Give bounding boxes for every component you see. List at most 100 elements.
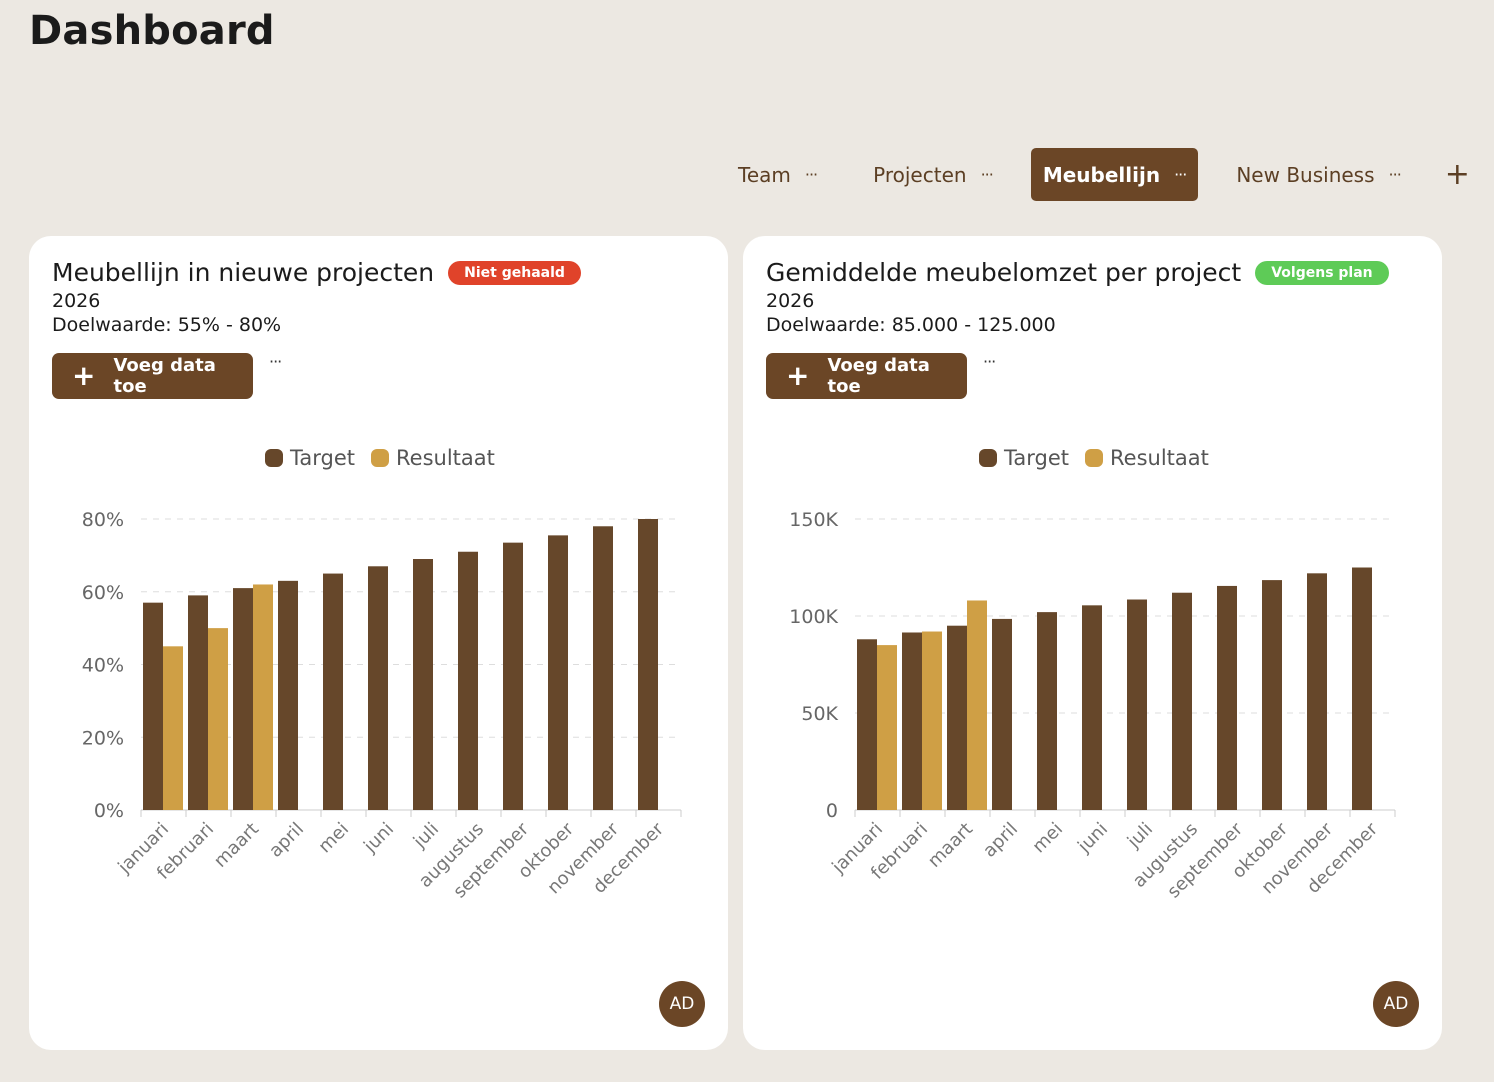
bar-resultaat[interactable] [208, 628, 228, 810]
bar-target[interactable] [1127, 599, 1147, 810]
bar-target[interactable] [857, 639, 877, 810]
bar-target[interactable] [1217, 585, 1237, 810]
tab-label: Meubellijn [1042, 162, 1161, 187]
bar-target[interactable] [1172, 592, 1192, 810]
bar-resultaat[interactable] [922, 631, 942, 810]
bar-target[interactable] [1307, 573, 1327, 810]
bar-target[interactable] [1262, 580, 1282, 810]
bar-target[interactable] [548, 535, 568, 810]
add-data-label: Voeg data toe [827, 355, 930, 397]
bar-target[interactable] [992, 618, 1012, 810]
x-tick-label: mei [1028, 819, 1067, 858]
x-tick-label: maart [924, 819, 977, 872]
more-icon[interactable]: ··· [983, 352, 996, 371]
status-badge: Niet gehaald [448, 260, 581, 285]
tab-projecten[interactable]: Projecten ··· [855, 148, 1011, 201]
bar-resultaat[interactable] [163, 646, 183, 810]
tab-new-business[interactable]: New Business ··· [1218, 148, 1418, 201]
more-icon[interactable]: ··· [804, 165, 818, 184]
legend-swatch [979, 449, 997, 467]
bar-target[interactable] [947, 625, 967, 810]
y-tick-label: 150K [789, 509, 838, 531]
y-tick-label: 50K [801, 703, 838, 725]
tab-meubellijn[interactable]: Meubellijn ··· [1030, 148, 1199, 201]
bar-resultaat[interactable] [253, 584, 273, 810]
bar-target[interactable] [902, 632, 922, 810]
bar-resultaat[interactable] [877, 645, 897, 810]
add-data-label: Voeg data toe [113, 355, 216, 397]
tab-label: New Business [1236, 162, 1375, 187]
more-icon[interactable]: ··· [1388, 165, 1402, 184]
more-icon[interactable]: ··· [1174, 165, 1187, 184]
page-title: Dashboard [29, 8, 275, 54]
legend-swatch [1085, 449, 1103, 467]
x-tick-label: juli [409, 819, 443, 853]
bar-chart: Target Resultaat050K100K150Kjanuarifebrua… [789, 446, 1396, 902]
bar-target[interactable] [458, 551, 478, 810]
legend-swatch [371, 449, 389, 467]
plus-icon: + [72, 359, 96, 392]
card-target-value: Doelwaarde: 55% - 80% [52, 314, 282, 336]
card-header: Gemiddelde meubelomzet per project Volge… [766, 258, 1389, 287]
card-header: Meubellijn in nieuwe projecten Niet geha… [52, 258, 581, 287]
tab-team[interactable]: Team ··· [720, 148, 835, 201]
kpi-card-meubellijn: Meubellijn in nieuwe projecten Niet geha… [29, 236, 728, 1050]
card-title: Gemiddelde meubelomzet per project [766, 258, 1242, 287]
bar-target[interactable] [503, 542, 523, 810]
plus-icon: + [786, 359, 810, 392]
dashboard-tabs: Team ··· Projecten ··· Meubellijn ··· Ne… [720, 148, 1470, 201]
bar-target[interactable] [638, 519, 658, 810]
bar-target[interactable] [1037, 612, 1057, 810]
x-tick-label: juli [1123, 819, 1157, 853]
x-tick-label: juni [359, 819, 398, 858]
bar-target[interactable] [593, 526, 613, 810]
y-tick-label: 100K [789, 606, 838, 628]
card-target-value: Doelwaarde: 85.000 - 125.000 [766, 314, 1056, 336]
y-tick-label: 0 [826, 800, 838, 822]
legend-label: Resultaat [396, 446, 495, 470]
y-tick-label: 40% [82, 655, 124, 677]
add-data-button[interactable]: + Voeg data toe [52, 353, 253, 399]
bar-target[interactable] [323, 573, 343, 810]
avatar[interactable]: AD [659, 981, 705, 1027]
status-badge: Volgens plan [1255, 260, 1389, 285]
legend-item[interactable]: Target [265, 446, 355, 470]
y-tick-label: 60% [82, 582, 124, 604]
more-icon[interactable]: ··· [980, 165, 994, 184]
legend-label: Resultaat [1110, 446, 1209, 470]
avatar[interactable]: AD [1373, 981, 1419, 1027]
kpi-card-meubelomzet: Gemiddelde meubelomzet per project Volge… [743, 236, 1442, 1050]
bar-target[interactable] [1082, 605, 1102, 810]
y-tick-label: 20% [82, 727, 124, 749]
y-tick-label: 80% [82, 509, 124, 531]
add-data-button[interactable]: + Voeg data toe [766, 353, 967, 399]
more-icon[interactable]: ··· [269, 352, 282, 371]
card-title: Meubellijn in nieuwe projecten [52, 258, 435, 287]
tab-label: Projecten [873, 162, 967, 187]
bar-target[interactable] [368, 566, 388, 810]
legend-label: Target [289, 446, 355, 470]
bar-target[interactable] [188, 595, 208, 810]
bar-target[interactable] [1352, 567, 1372, 811]
y-tick-label: 0% [94, 800, 124, 822]
x-tick-label: mei [314, 819, 353, 858]
legend-swatch [265, 449, 283, 467]
legend-item[interactable]: Resultaat [371, 446, 495, 470]
tab-label: Team [738, 162, 791, 187]
x-tick-label: april [265, 819, 308, 862]
x-tick-label: maart [210, 819, 263, 872]
bar-target[interactable] [413, 559, 433, 810]
legend-label: Target [1003, 446, 1069, 470]
bar-target[interactable] [233, 588, 253, 810]
bar-target[interactable] [143, 602, 163, 810]
x-tick-label: april [979, 819, 1022, 862]
bar-target[interactable] [278, 580, 298, 810]
add-tab-icon[interactable]: + [1444, 156, 1470, 192]
legend-item[interactable]: Resultaat [1085, 446, 1209, 470]
bar-chart: Target Resultaat0%20%40%60%80%januarifebr… [82, 446, 682, 902]
legend-item[interactable]: Target [979, 446, 1069, 470]
chart-legend: Target Resultaat [265, 446, 495, 470]
x-tick-label: juni [1073, 819, 1112, 858]
card-year: 2026 [766, 290, 815, 312]
bar-resultaat[interactable] [967, 600, 987, 810]
